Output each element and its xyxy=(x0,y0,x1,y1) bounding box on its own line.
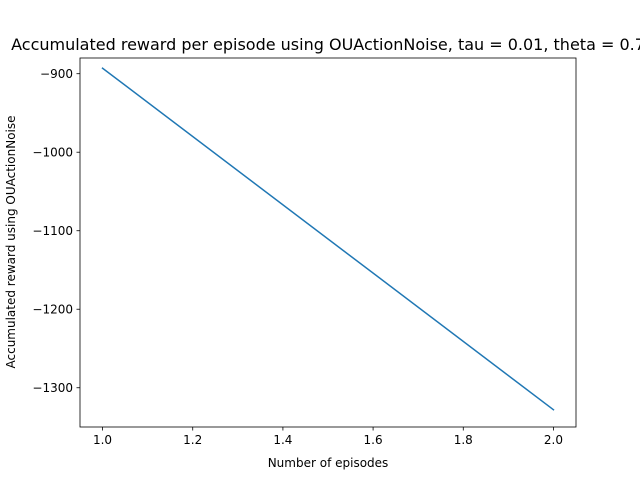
y-tick-label: −1100 xyxy=(32,224,73,238)
y-tick-label: −1000 xyxy=(32,146,73,160)
x-tick-label: 1.4 xyxy=(273,433,292,447)
series-line-0 xyxy=(101,67,555,411)
chart-title: Accumulated reward per episode using OUA… xyxy=(11,35,640,54)
x-tick-label: 1.0 xyxy=(93,433,112,447)
y-tick-label: −1200 xyxy=(32,303,73,317)
x-tick-label: 1.6 xyxy=(364,433,383,447)
plot-area: 1.0 1.2 1.4 1.6 1.8 2.0 −900 −1000 −1100 −1200 −13… xyxy=(32,57,577,447)
y-tick-label: −900 xyxy=(40,67,73,81)
x-tick-label: 1.8 xyxy=(454,433,473,447)
x-axis-label: Number of episodes xyxy=(268,456,389,470)
x-tick-label: 2.0 xyxy=(544,433,563,447)
y-axis-label: Accumulated reward using OUActionNoise xyxy=(4,115,18,368)
y-tick-label: −1300 xyxy=(32,381,73,395)
x-tick-label: 1.2 xyxy=(183,433,202,447)
axes-frame xyxy=(79,57,577,428)
